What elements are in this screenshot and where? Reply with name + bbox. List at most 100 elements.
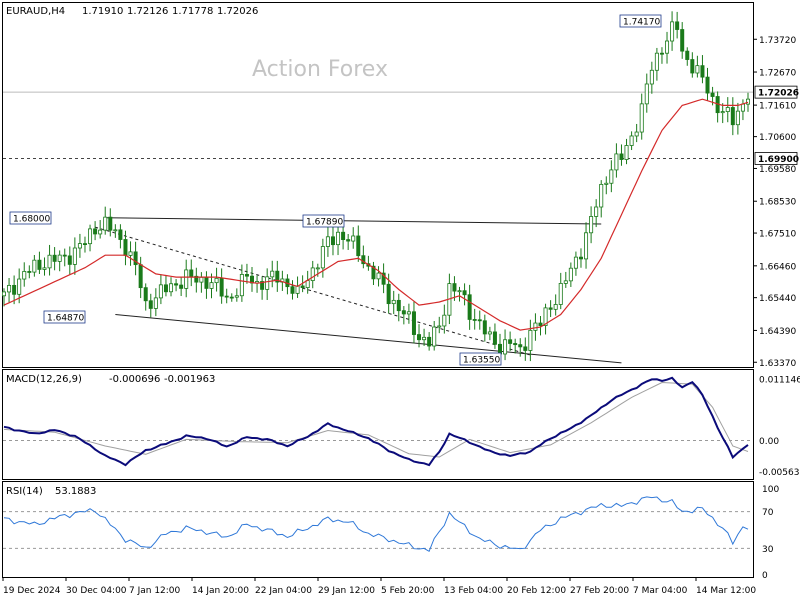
candle[interactable] bbox=[533, 322, 538, 331]
candle[interactable] bbox=[214, 277, 219, 284]
candle[interactable] bbox=[57, 254, 62, 262]
candle[interactable] bbox=[406, 311, 411, 315]
candle[interactable] bbox=[310, 267, 315, 282]
candle[interactable] bbox=[604, 182, 609, 185]
candle[interactable] bbox=[427, 336, 432, 347]
candle[interactable] bbox=[98, 229, 103, 235]
candle[interactable] bbox=[649, 69, 654, 85]
candle[interactable] bbox=[315, 267, 320, 270]
candle[interactable] bbox=[32, 259, 37, 273]
candle[interactable] bbox=[417, 334, 422, 341]
candle[interactable] bbox=[113, 229, 118, 232]
candle[interactable] bbox=[492, 331, 497, 345]
candle[interactable] bbox=[356, 235, 361, 257]
candle[interactable] bbox=[260, 281, 265, 290]
candle[interactable] bbox=[599, 183, 604, 208]
candle[interactable] bbox=[12, 284, 17, 295]
candle[interactable] bbox=[290, 286, 295, 294]
candle[interactable] bbox=[482, 320, 487, 335]
candle[interactable] bbox=[690, 59, 695, 74]
candle[interactable] bbox=[634, 131, 639, 137]
candle[interactable] bbox=[300, 285, 305, 288]
candle[interactable] bbox=[37, 259, 42, 270]
candle[interactable] bbox=[346, 239, 351, 242]
candle[interactable] bbox=[194, 275, 199, 283]
candle[interactable] bbox=[437, 325, 442, 328]
candle[interactable] bbox=[624, 145, 629, 160]
candle[interactable] bbox=[553, 304, 558, 310]
candle[interactable] bbox=[22, 271, 27, 280]
candle[interactable] bbox=[47, 254, 52, 269]
price-pane[interactable] bbox=[2, 2, 754, 368]
candle[interactable] bbox=[108, 216, 113, 231]
candle[interactable] bbox=[305, 280, 310, 288]
candle[interactable] bbox=[330, 236, 335, 246]
candle[interactable] bbox=[735, 110, 740, 126]
candle[interactable] bbox=[746, 98, 751, 105]
candle[interactable] bbox=[659, 52, 664, 55]
candle[interactable] bbox=[361, 255, 366, 265]
candle[interactable] bbox=[680, 29, 685, 52]
candle[interactable] bbox=[67, 255, 72, 265]
candle[interactable] bbox=[614, 153, 619, 171]
candle[interactable] bbox=[629, 135, 634, 146]
candle[interactable] bbox=[568, 267, 573, 282]
candle[interactable] bbox=[720, 111, 725, 114]
candle[interactable] bbox=[538, 322, 543, 326]
candle[interactable] bbox=[219, 277, 224, 297]
candle[interactable] bbox=[88, 228, 93, 245]
candle[interactable] bbox=[123, 239, 128, 256]
candle[interactable] bbox=[189, 269, 194, 277]
candle[interactable] bbox=[654, 52, 659, 71]
candle[interactable] bbox=[675, 21, 680, 30]
candle[interactable] bbox=[376, 272, 381, 280]
candle[interactable] bbox=[138, 264, 143, 289]
candle[interactable] bbox=[457, 290, 462, 293]
rsi-pane[interactable] bbox=[2, 481, 754, 578]
candle[interactable] bbox=[462, 290, 467, 296]
candle[interactable] bbox=[705, 76, 710, 94]
candle[interactable] bbox=[685, 50, 690, 60]
candle[interactable] bbox=[665, 40, 670, 54]
candle[interactable] bbox=[725, 107, 730, 112]
candle[interactable] bbox=[700, 65, 705, 78]
candle[interactable] bbox=[644, 83, 649, 105]
candle[interactable] bbox=[158, 284, 163, 299]
candle[interactable] bbox=[594, 206, 599, 217]
candle[interactable] bbox=[472, 319, 477, 321]
candle[interactable] bbox=[143, 287, 148, 302]
candle[interactable] bbox=[386, 283, 391, 305]
candle[interactable] bbox=[589, 216, 594, 234]
candle[interactable] bbox=[710, 92, 715, 97]
candle[interactable] bbox=[518, 344, 523, 348]
candle[interactable] bbox=[7, 284, 12, 293]
candle[interactable] bbox=[82, 243, 87, 245]
candle[interactable] bbox=[609, 169, 614, 184]
candle[interactable] bbox=[179, 284, 184, 289]
candle[interactable] bbox=[442, 314, 447, 327]
candle[interactable] bbox=[128, 251, 133, 256]
candle[interactable] bbox=[234, 295, 239, 298]
candle[interactable] bbox=[265, 276, 270, 290]
candle[interactable] bbox=[244, 274, 249, 277]
candle[interactable] bbox=[584, 232, 589, 260]
candle[interactable] bbox=[639, 103, 644, 133]
candle[interactable] bbox=[325, 236, 330, 247]
candle[interactable] bbox=[619, 153, 624, 160]
candle[interactable] bbox=[497, 343, 502, 355]
candle[interactable] bbox=[467, 294, 472, 320]
candle[interactable] bbox=[695, 65, 700, 74]
candle[interactable] bbox=[163, 284, 168, 293]
candle[interactable] bbox=[118, 229, 123, 240]
candle[interactable] bbox=[730, 107, 735, 126]
candle[interactable] bbox=[381, 272, 386, 285]
candle[interactable] bbox=[229, 296, 234, 299]
candle[interactable] bbox=[548, 307, 553, 310]
candle[interactable] bbox=[184, 269, 189, 289]
candle[interactable] bbox=[133, 251, 138, 266]
macd-pane[interactable] bbox=[2, 369, 754, 480]
candle[interactable] bbox=[508, 339, 513, 344]
candle[interactable] bbox=[396, 299, 401, 312]
candle[interactable] bbox=[523, 346, 528, 351]
candle[interactable] bbox=[239, 274, 244, 297]
